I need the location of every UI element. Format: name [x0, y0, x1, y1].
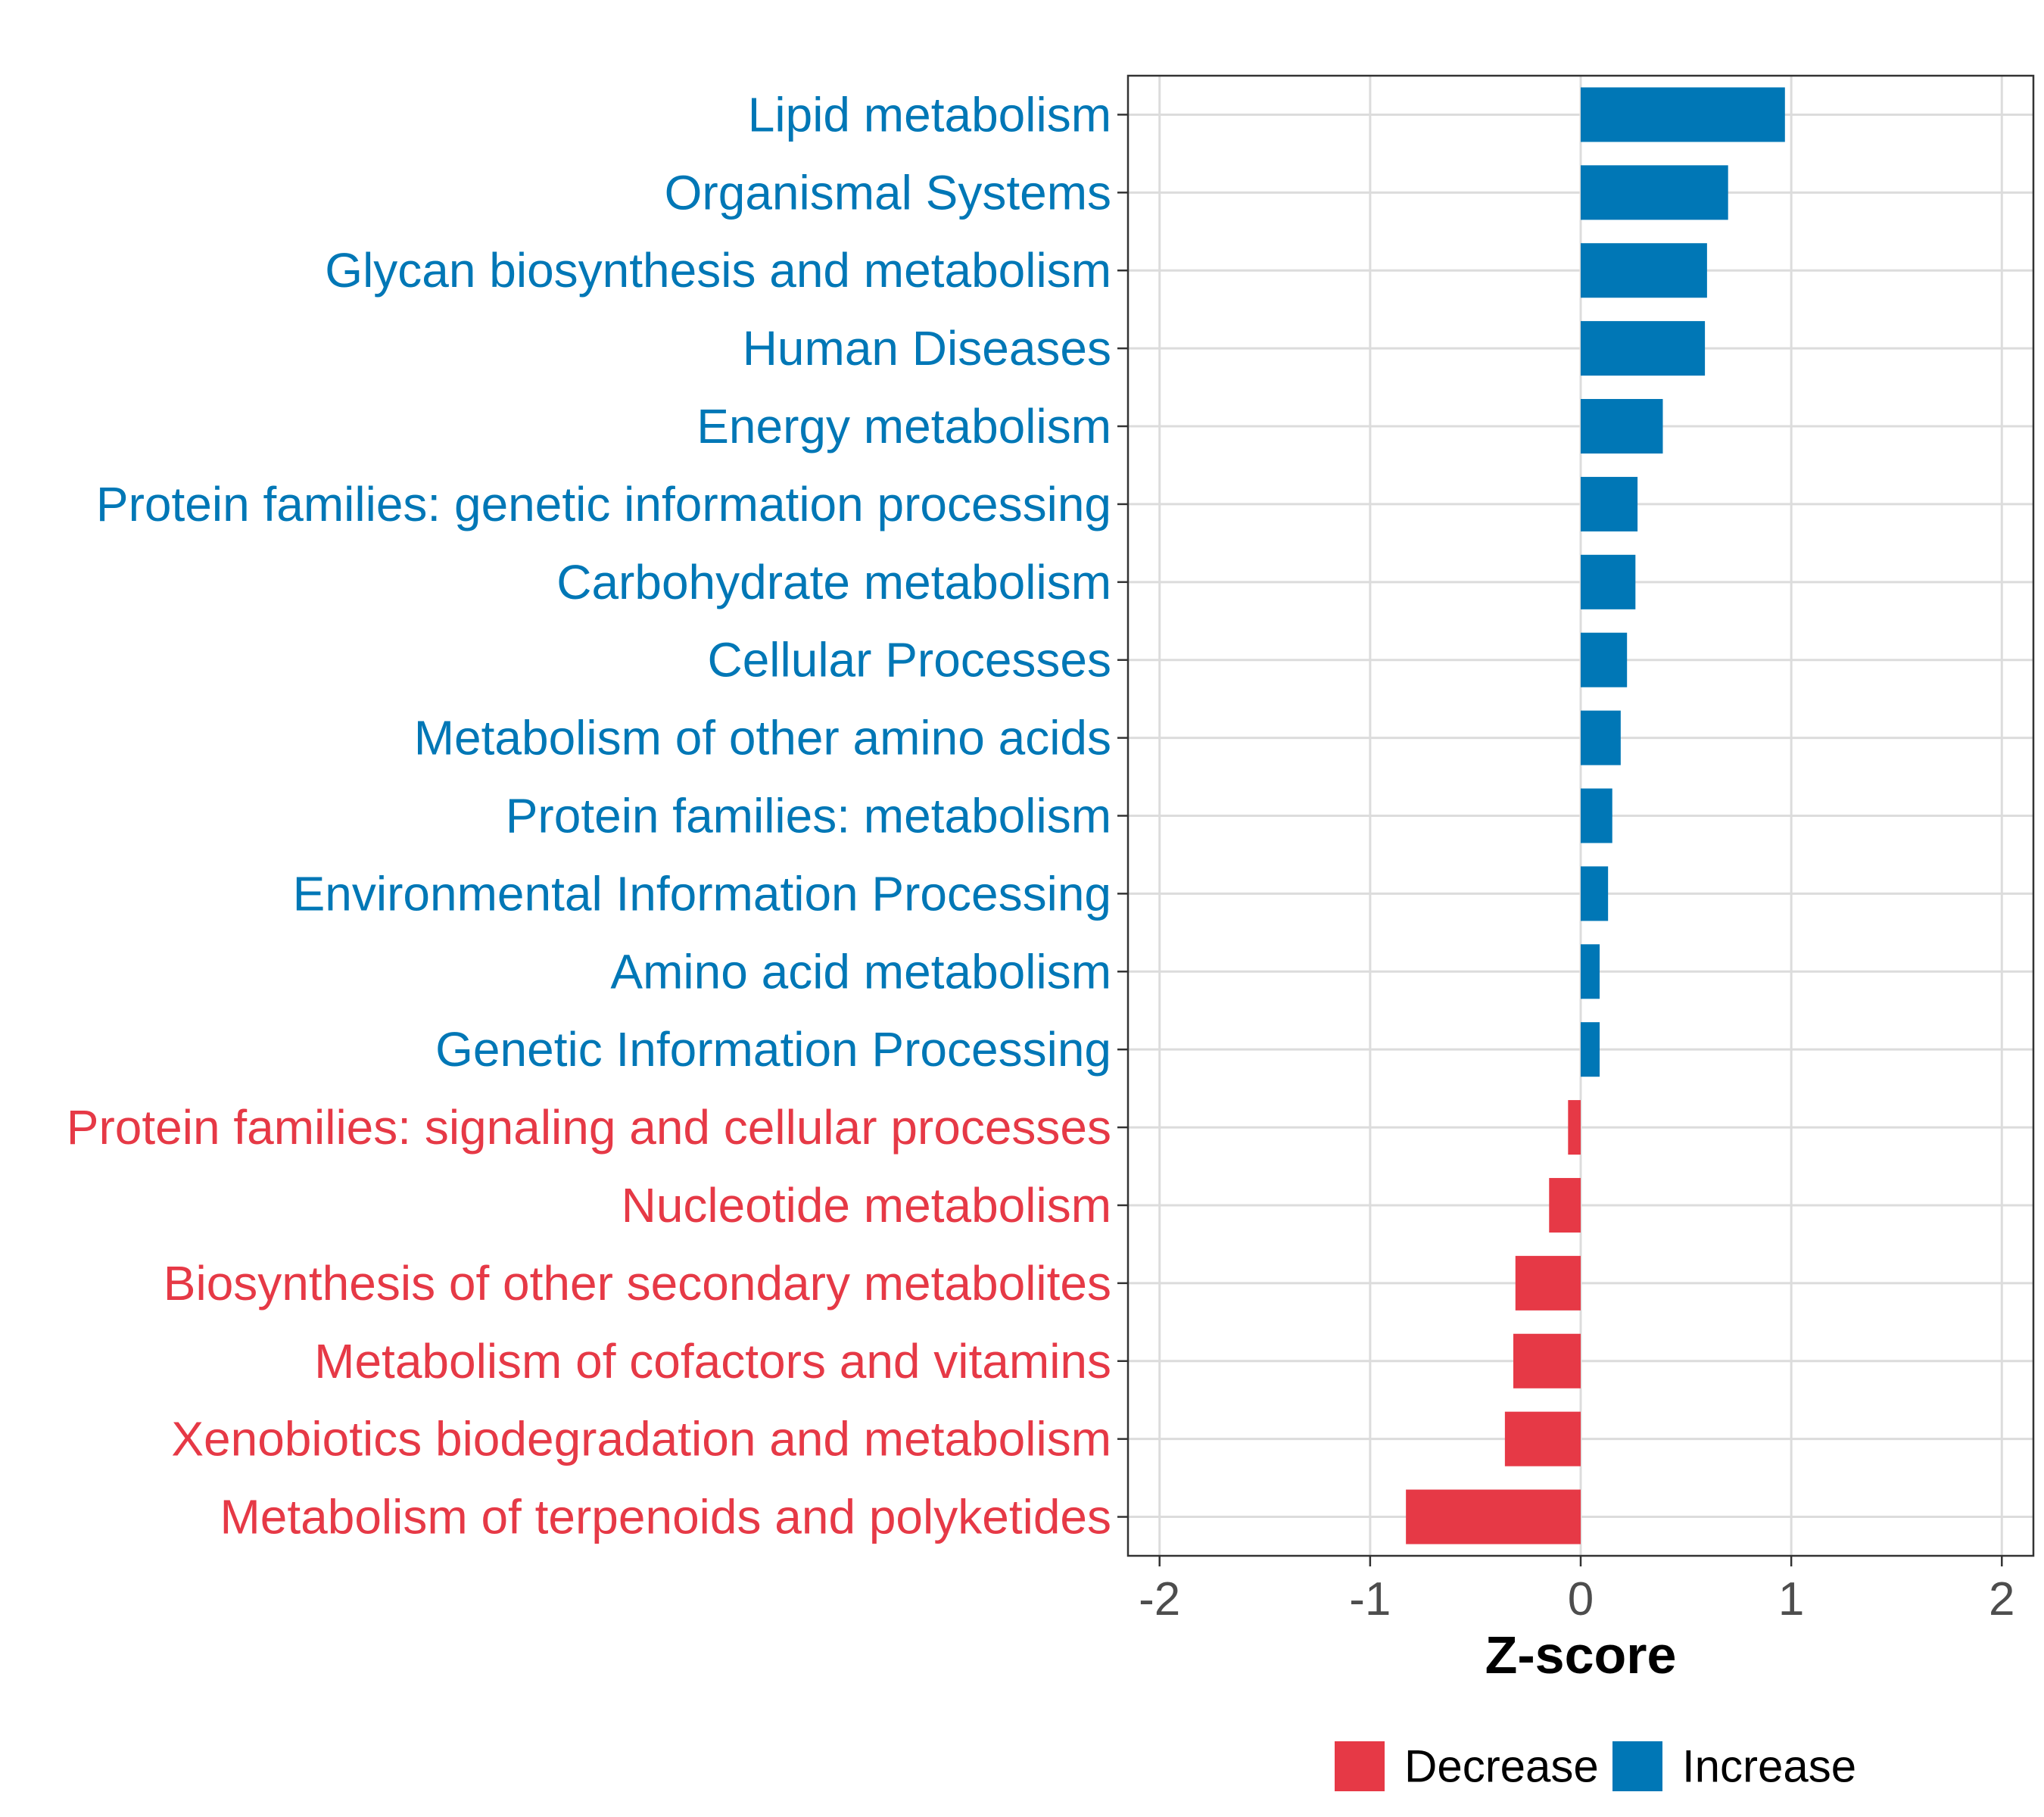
legend: Decrease Increase — [1335, 1741, 1856, 1792]
category-label: Environmental Information Processing — [293, 866, 1111, 921]
category-label: Biosynthesis of other secondary metaboli… — [164, 1256, 1111, 1311]
bar — [1568, 1100, 1581, 1155]
x-axis-title: Z-score — [1485, 1625, 1677, 1685]
category-label: Metabolism of terpenoids and polyketides — [220, 1490, 1111, 1544]
bar — [1504, 1411, 1581, 1466]
category-label: Amino acid metabolism — [610, 944, 1111, 999]
category-label: Lipid metabolism — [748, 87, 1111, 142]
bar — [1581, 554, 1636, 609]
category-label: Protein families: signaling and cellular… — [67, 1100, 1111, 1155]
bar — [1515, 1255, 1581, 1311]
category-label: Energy metabolism — [696, 399, 1111, 453]
legend-key — [1335, 1741, 1385, 1791]
x-tick-label: -1 — [1349, 1573, 1391, 1625]
category-label: Xenobiotics biodegradation and metabolis… — [171, 1412, 1111, 1466]
category-label: Protein families: genetic information pr… — [96, 477, 1111, 531]
bar — [1406, 1489, 1581, 1544]
category-label: Genetic Information Processing — [435, 1022, 1111, 1077]
bar — [1581, 243, 1707, 298]
category-label: Metabolism of cofactors and vitamins — [314, 1334, 1111, 1388]
category-label: Glycan biosynthesis and metabolism — [325, 243, 1111, 298]
category-label: Carbohydrate metabolism — [556, 555, 1111, 609]
legend-key — [1612, 1741, 1662, 1791]
bar — [1581, 710, 1621, 765]
y-axis-ticks: Lipid metabolism Organismal Systems Glycan… — [67, 87, 1128, 1544]
bar — [1581, 476, 1638, 531]
bar — [1581, 788, 1612, 843]
bar — [1581, 1022, 1600, 1077]
bar — [1549, 1177, 1581, 1233]
bar — [1581, 866, 1609, 921]
x-tick-label: 0 — [1568, 1573, 1594, 1625]
category-label: Protein families: metabolism — [506, 789, 1111, 843]
x-tick-label: -2 — [1139, 1573, 1180, 1625]
bar — [1581, 632, 1628, 687]
category-label: Metabolism of other amino acids — [414, 711, 1111, 765]
bar — [1581, 87, 1785, 142]
x-axis-ticks: -2 -1 0 1 2 — [1139, 1556, 2015, 1625]
bar — [1581, 321, 1706, 376]
x-tick-label: 2 — [1989, 1573, 2014, 1625]
bar — [1581, 165, 1728, 220]
x-tick-label: 1 — [1778, 1573, 1804, 1625]
legend-label: Decrease — [1404, 1741, 1599, 1792]
category-label: Cellular Processes — [707, 633, 1111, 687]
legend-label: Increase — [1682, 1741, 1856, 1792]
category-label: Nucleotide metabolism — [622, 1178, 1111, 1233]
bar — [1513, 1333, 1581, 1388]
bar — [1581, 944, 1600, 999]
category-label: Organismal Systems — [665, 165, 1111, 220]
bar — [1581, 399, 1663, 454]
category-label: Human Diseases — [743, 321, 1111, 376]
bars — [1406, 87, 1785, 1544]
